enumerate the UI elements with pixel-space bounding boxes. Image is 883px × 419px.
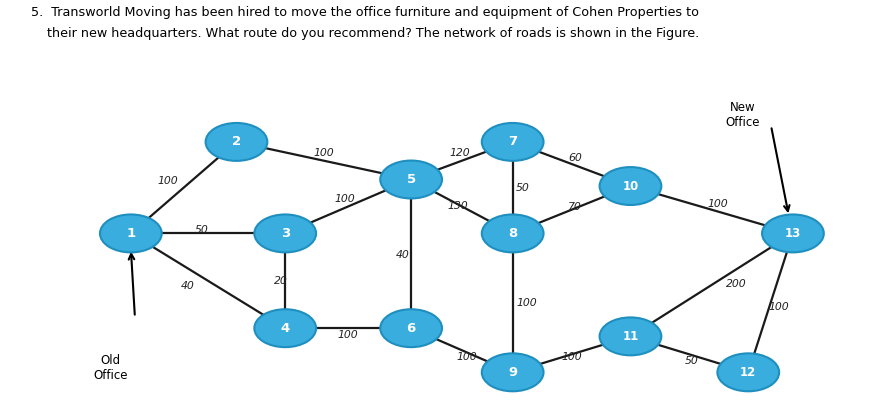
Text: 100: 100 bbox=[708, 199, 728, 209]
Text: 5.  Transworld Moving has been hired to move the office furniture and equipment : 5. Transworld Moving has been hired to m… bbox=[31, 6, 699, 19]
Text: 4: 4 bbox=[281, 322, 290, 335]
Text: Old
Office: Old Office bbox=[94, 354, 128, 383]
Text: 60: 60 bbox=[569, 153, 582, 163]
Text: New
Office: New Office bbox=[725, 101, 759, 129]
Ellipse shape bbox=[482, 123, 544, 161]
Text: 50: 50 bbox=[516, 183, 529, 193]
Ellipse shape bbox=[482, 215, 544, 252]
Text: 100: 100 bbox=[456, 352, 477, 362]
Text: 7: 7 bbox=[508, 135, 517, 148]
Text: their new headquarters. What route do you recommend? The network of roads is sho: their new headquarters. What route do yo… bbox=[31, 27, 699, 40]
Text: 120: 120 bbox=[449, 148, 470, 158]
Text: 200: 200 bbox=[726, 279, 746, 289]
Ellipse shape bbox=[381, 160, 442, 199]
Ellipse shape bbox=[254, 215, 316, 252]
Ellipse shape bbox=[762, 215, 824, 252]
Text: 12: 12 bbox=[740, 366, 757, 379]
Ellipse shape bbox=[206, 123, 268, 161]
Text: 8: 8 bbox=[508, 227, 517, 240]
Text: 3: 3 bbox=[281, 227, 290, 240]
Text: 9: 9 bbox=[508, 366, 517, 379]
Text: 1: 1 bbox=[126, 227, 135, 240]
Ellipse shape bbox=[717, 353, 779, 391]
Text: 40: 40 bbox=[396, 250, 410, 260]
Text: 40: 40 bbox=[181, 281, 194, 291]
Text: 100: 100 bbox=[313, 148, 334, 158]
Ellipse shape bbox=[254, 309, 316, 347]
Text: 100: 100 bbox=[334, 194, 355, 204]
Text: 70: 70 bbox=[569, 202, 582, 212]
Ellipse shape bbox=[482, 353, 544, 391]
Ellipse shape bbox=[381, 309, 442, 347]
Text: 100: 100 bbox=[157, 176, 177, 186]
Text: 10: 10 bbox=[623, 179, 638, 193]
Text: 50: 50 bbox=[194, 225, 208, 235]
Text: 130: 130 bbox=[448, 201, 469, 211]
Text: 5: 5 bbox=[406, 173, 416, 186]
Text: 6: 6 bbox=[406, 322, 416, 335]
Text: 100: 100 bbox=[562, 352, 582, 362]
Ellipse shape bbox=[600, 318, 661, 355]
Text: 2: 2 bbox=[232, 135, 241, 148]
Text: 50: 50 bbox=[684, 356, 698, 366]
Ellipse shape bbox=[100, 215, 162, 252]
Text: 100: 100 bbox=[517, 298, 537, 308]
Text: 11: 11 bbox=[623, 330, 638, 343]
Ellipse shape bbox=[600, 167, 661, 205]
Text: 100: 100 bbox=[337, 330, 358, 340]
Text: 20: 20 bbox=[275, 277, 288, 287]
Text: 100: 100 bbox=[768, 302, 789, 312]
Text: 13: 13 bbox=[785, 227, 801, 240]
